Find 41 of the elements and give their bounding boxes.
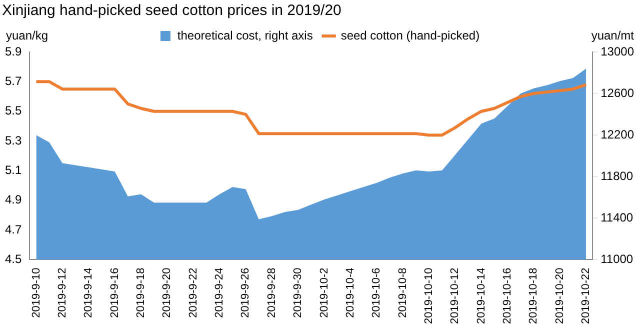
x-tick-label: 2019-10-6 [370, 268, 383, 318]
x-tick-label: 2019-10-12 [449, 268, 462, 324]
y-tick-label: 5.7 [4, 74, 22, 88]
x-tick-label: 2019-10-18 [528, 268, 540, 324]
chart-title: Xinjiang hand-picked seed cotton prices in 2019/20 [2, 2, 342, 20]
x-tick-label: 2019-10-22 [580, 268, 592, 324]
y2-tick-label: 12600 [600, 86, 634, 100]
y-tick-label: 4.9 [4, 192, 22, 207]
x-tick-label: 2019-9-24 [214, 268, 226, 318]
y2-axis-title: yuan/mt [591, 28, 635, 42]
x-tick-label: 2019-9-16 [108, 268, 121, 318]
y2-tick-label: 11000 [600, 252, 634, 266]
y2-tick-label: 11800 [600, 168, 634, 183]
y2-tick-label: 13000 [600, 44, 634, 58]
y2-tick-label: 11400 [600, 210, 634, 224]
y2-tick-label: 12200 [600, 127, 634, 142]
legend-label: seed cotton (hand-picked) [340, 28, 480, 42]
y-tick-label: 4.5 [4, 252, 22, 266]
y-tick-label: 5.3 [4, 133, 22, 148]
x-tick-label: 2019-10-10 [423, 268, 436, 324]
x-tick-label: 2019-9-14 [82, 268, 95, 318]
y-tick-label: 5.1 [4, 163, 22, 178]
x-tick-label: 2019-10-2 [318, 268, 330, 318]
y-tick-label: 5.9 [4, 44, 22, 58]
x-tick-label: 2019-10-20 [554, 268, 566, 324]
x-tick-label: 2019-10-4 [344, 268, 356, 318]
x-tick-label: 2019-9-12 [56, 268, 68, 318]
x-tick-label: 2019-9-28 [266, 268, 278, 318]
x-tick-label: 2019-9-30 [292, 268, 304, 318]
y-axis-title: yuan/kg [6, 28, 48, 42]
x-tick-label: 2019-9-10 [30, 268, 42, 318]
y-tick-label: 4.7 [4, 222, 22, 236]
x-tick-label: 2019-9-18 [134, 268, 147, 318]
legend-label: theoretical cost, right axis [177, 28, 313, 42]
x-tick-label: 2019-10-16 [502, 268, 514, 324]
x-tick-label: 2019-9-26 [240, 268, 252, 318]
x-tick-label: 2019-9-20 [161, 268, 174, 318]
y-tick-label: 5.5 [4, 104, 22, 118]
x-tick-label: 2019-10-8 [396, 268, 409, 318]
x-tick-label: 2019-9-22 [187, 268, 200, 318]
x-tick-label: 2019-10-14 [475, 268, 488, 324]
